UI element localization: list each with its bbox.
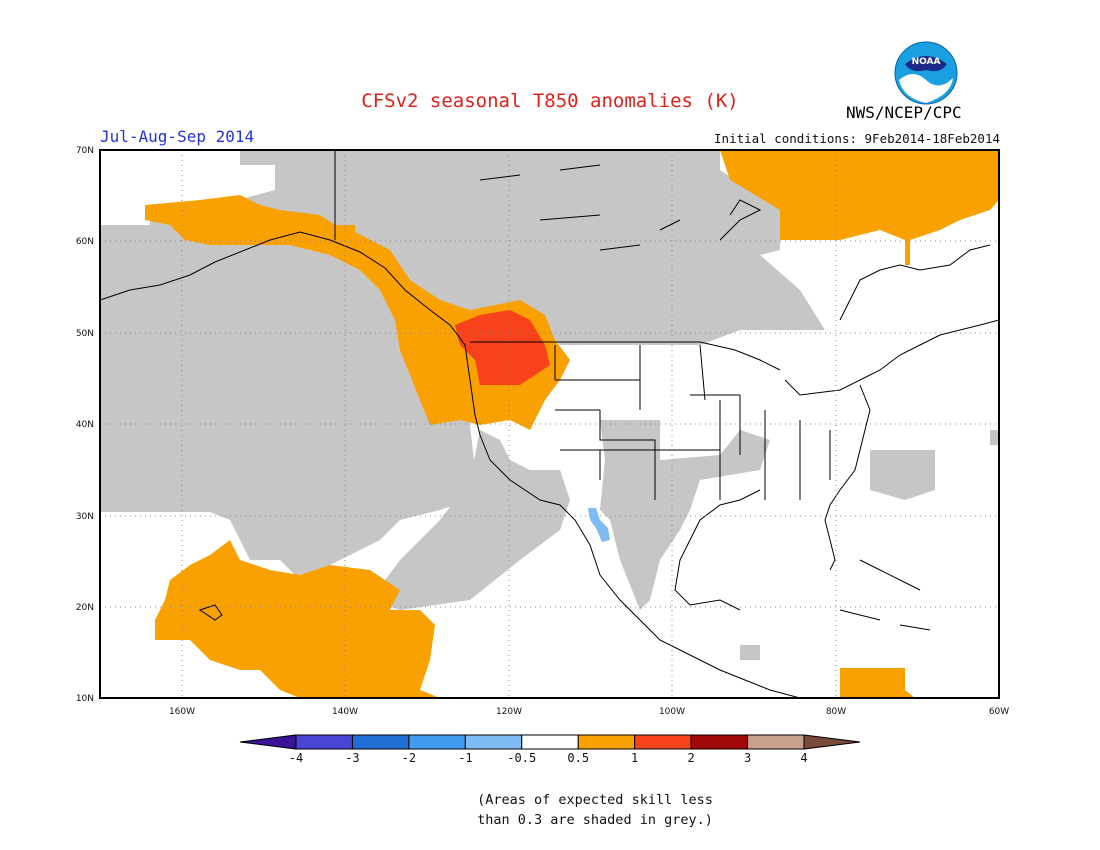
coastlines-and-borders bbox=[100, 150, 999, 698]
note-line: than 0.3 are shaded in grey.) bbox=[477, 812, 713, 828]
colorbar-label: -3 bbox=[345, 751, 359, 765]
lat-tick: 60N bbox=[76, 237, 94, 247]
colorbar-arrow-low bbox=[239, 734, 297, 750]
lon-tick: 60W bbox=[989, 707, 1009, 717]
forecast-period: Jul-Aug-Sep 2014 bbox=[100, 127, 255, 146]
colorbar-swatch bbox=[408, 734, 466, 750]
colorbar-label: 0.5 bbox=[567, 751, 589, 765]
colorbar-swatch bbox=[295, 734, 353, 750]
colorbar-label: 2 bbox=[687, 751, 694, 765]
lat-tick: 20N bbox=[76, 603, 94, 613]
colorbar-swatch bbox=[577, 734, 636, 750]
lat-tick: 40N bbox=[76, 420, 94, 430]
lat-tick: 50N bbox=[76, 329, 94, 339]
lat-tick: 70N bbox=[76, 146, 94, 156]
colorbar-label: 3 bbox=[744, 751, 751, 765]
lon-tick: 120W bbox=[496, 707, 522, 717]
colorbar-swatch bbox=[634, 734, 692, 750]
lon-tick: 160W bbox=[169, 707, 195, 717]
colorbar-label: -4 bbox=[289, 751, 303, 765]
logo-text: NOAA bbox=[912, 57, 941, 67]
colorbar-label: 4 bbox=[800, 751, 807, 765]
colorbar: -4 -3 -2 -1 -0.5 0.5 1 2 3 4 bbox=[239, 734, 861, 765]
latitude-ticks: 70N 60N 50N 40N 30N 20N 10N bbox=[76, 146, 94, 704]
colorbar-swatch bbox=[351, 734, 410, 750]
positive-anomaly-1-2 bbox=[455, 310, 550, 385]
negative-anomaly-area bbox=[588, 508, 610, 542]
colorbar-label: 1 bbox=[631, 751, 638, 765]
colorbar-swatch bbox=[747, 734, 805, 750]
noaa-logo-icon: NOAA bbox=[894, 41, 958, 105]
positive-anomaly-0.5-1 bbox=[145, 150, 999, 698]
note-line: (Areas of expected skill less bbox=[477, 792, 713, 808]
chart-title: CFSv2 seasonal T850 anomalies (K) bbox=[361, 90, 739, 112]
lat-tick: 30N bbox=[76, 512, 94, 522]
longitude-ticks: 160W 140W 120W 100W 80W 60W bbox=[169, 707, 1009, 717]
map-frame bbox=[99, 149, 1000, 699]
colorbar-swatch bbox=[464, 734, 523, 750]
colorbar-label: -2 bbox=[402, 751, 416, 765]
colorbar-label: -0.5 bbox=[507, 751, 536, 765]
initial-conditions: Initial conditions: 9Feb2014-18Feb2014 bbox=[714, 131, 1000, 146]
skill-note: (Areas of expected skill less than 0.3 a… bbox=[0, 790, 1100, 830]
colorbar-arrow-high bbox=[803, 734, 861, 750]
lon-tick: 140W bbox=[332, 707, 358, 717]
lon-tick: 100W bbox=[659, 707, 685, 717]
colorbar-swatch bbox=[521, 734, 579, 750]
lat-tick: 10N bbox=[76, 694, 94, 704]
agency-label: NWS/NCEP/CPC bbox=[846, 103, 962, 122]
lon-tick: 80W bbox=[826, 707, 846, 717]
colorbar-label: -1 bbox=[458, 751, 472, 765]
map-field bbox=[100, 150, 999, 698]
colorbar-swatch bbox=[690, 734, 749, 750]
